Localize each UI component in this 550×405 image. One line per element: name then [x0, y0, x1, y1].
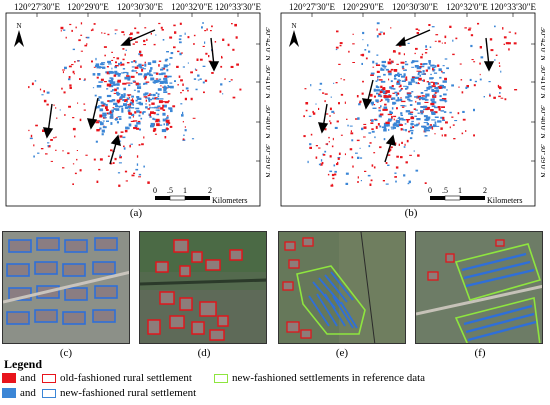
photo-c	[2, 231, 130, 344]
top-tick-label: 120°33'30"E	[490, 2, 536, 12]
map-a-svg: 120°27'30"E 120°29'0"E 120°30'30"E 120°32'0…	[5, 2, 270, 207]
legend-new-fill-swatch	[2, 388, 16, 398]
scale-labels-b: 0 .5 1 2	[428, 186, 487, 195]
legend-and-2: and	[20, 387, 36, 399]
old-settlement-outlines-d	[147, 239, 243, 341]
north-arrow-a: N	[14, 22, 24, 47]
legend-old-fill-swatch	[2, 373, 16, 383]
settlement-footprints-a	[28, 22, 242, 187]
top-tick-label: 120°30'30"E	[392, 2, 438, 12]
new-settlement-rows-e	[308, 271, 358, 329]
scale-label: 0	[153, 186, 157, 195]
top-tick-label: 120°32'0"E	[171, 2, 213, 12]
right-tick-label: 30°41'0"N	[539, 65, 545, 99]
map-b-svg: 120°27'30"E 120°29'0"E 120°30'30"E 120°32'0…	[280, 2, 545, 207]
legend-new-label: new-fashioned rural settlement	[60, 387, 197, 399]
north-label-b: N	[291, 22, 296, 30]
scale-label: 1	[458, 186, 462, 195]
scale-label: 1	[183, 186, 187, 195]
map-b-frame	[280, 12, 536, 207]
reference-boundary-f2	[454, 297, 541, 343]
caption-c: (c)	[59, 347, 73, 359]
photo-e	[278, 231, 406, 344]
photo-f	[415, 231, 543, 344]
scale-label: 2	[483, 186, 487, 195]
callout-arrows-b	[317, 29, 495, 163]
caption-b: (b)	[404, 207, 418, 219]
right-tick-label: 30°41'0"N	[264, 65, 270, 99]
settlement-footprints-b	[303, 22, 518, 187]
caption-a: (a)	[129, 207, 143, 219]
scale-label: .5	[167, 186, 173, 195]
top-tick-label: 120°30'30"E	[117, 2, 163, 12]
map-a-frame	[5, 12, 261, 207]
legend-reference-swatch	[214, 374, 228, 383]
legend-reference-label: new-fashioned settlements in reference d…	[232, 372, 426, 384]
north-label-a: N	[16, 22, 21, 30]
north-arrow-b: N	[289, 22, 299, 47]
top-tick-label: 120°27'30"E	[289, 2, 335, 12]
legend-title: Legend	[4, 357, 43, 371]
top-tick-label: 120°33'30"E	[215, 2, 261, 12]
new-settlement-rows-f	[461, 252, 537, 342]
scale-labels-a: 0 .5 1 2	[153, 186, 212, 195]
right-tick-label: 30°39'0"N	[264, 144, 270, 178]
scale-label: 2	[208, 186, 212, 195]
scale-unit-b: Kilometers	[487, 196, 523, 205]
scale-unit-a: Kilometers	[212, 196, 248, 205]
caption-e: (e)	[335, 347, 349, 359]
scale-bar-a: 0 .5 1 2 Kilometers	[153, 186, 248, 205]
reference-boundary-e	[296, 265, 366, 335]
right-tick-label: 30°39'0"N	[539, 144, 545, 178]
legend-old-outline-swatch	[42, 374, 56, 383]
right-tick-labels-a: 30°42'0"N 30°41'0"N 30°40'0"N 30°39'0"N	[264, 27, 270, 178]
building-rows-c	[6, 237, 118, 325]
legend-old-label: old-fashioned rural settlement	[60, 372, 192, 384]
right-tick-label: 30°42'0"N	[539, 27, 545, 61]
map-panel-b: 120°27'30"E 120°29'0"E 120°30'30"E 120°32'0…	[275, 0, 545, 219]
reference-boundary-f1	[454, 243, 542, 301]
photo-d	[139, 231, 267, 344]
old-settlement-outlines-e	[282, 237, 314, 339]
top-tick-labels-b: 120°27'30"E 120°29'0"E 120°30'30"E 120°32'0…	[289, 2, 536, 12]
tick-marks-top-a	[36, 13, 239, 17]
legend-new-outline-swatch	[42, 389, 56, 398]
top-tick-label: 120°27'30"E	[14, 2, 60, 12]
old-settlement-outlines-f	[427, 239, 505, 281]
tick-marks-top-b	[311, 13, 514, 17]
legend: Legend and old-fashioned rural settlemen…	[2, 357, 548, 403]
right-tick-label: 30°40'0"N	[539, 105, 545, 139]
top-tick-labels-a: 120°27'30"E 120°29'0"E 120°30'30"E 120°32'0…	[14, 2, 261, 12]
top-tick-label: 120°32'0"E	[446, 2, 488, 12]
map-panel-a: 120°27'30"E 120°29'0"E 120°30'30"E 120°32'0…	[0, 0, 270, 219]
right-tick-label: 30°42'0"N	[264, 27, 270, 61]
tick-marks-right-b	[531, 43, 535, 162]
caption-d: (d)	[197, 347, 211, 359]
top-tick-label: 120°29'0"E	[67, 2, 109, 12]
legend-and-1: and	[20, 372, 36, 384]
scale-bar-b: 0 .5 1 2 Kilometers	[428, 186, 523, 205]
callout-arrows-a	[42, 29, 220, 165]
right-tick-label: 30°40'0"N	[264, 105, 270, 139]
top-tick-label: 120°29'0"E	[342, 2, 384, 12]
tick-marks-right-a	[256, 43, 260, 162]
scale-label: 0	[428, 186, 432, 195]
right-tick-labels-b: 30°42'0"N 30°41'0"N 30°40'0"N 30°39'0"N	[539, 27, 545, 178]
caption-f: (f)	[474, 347, 486, 359]
scale-label: .5	[442, 186, 448, 195]
